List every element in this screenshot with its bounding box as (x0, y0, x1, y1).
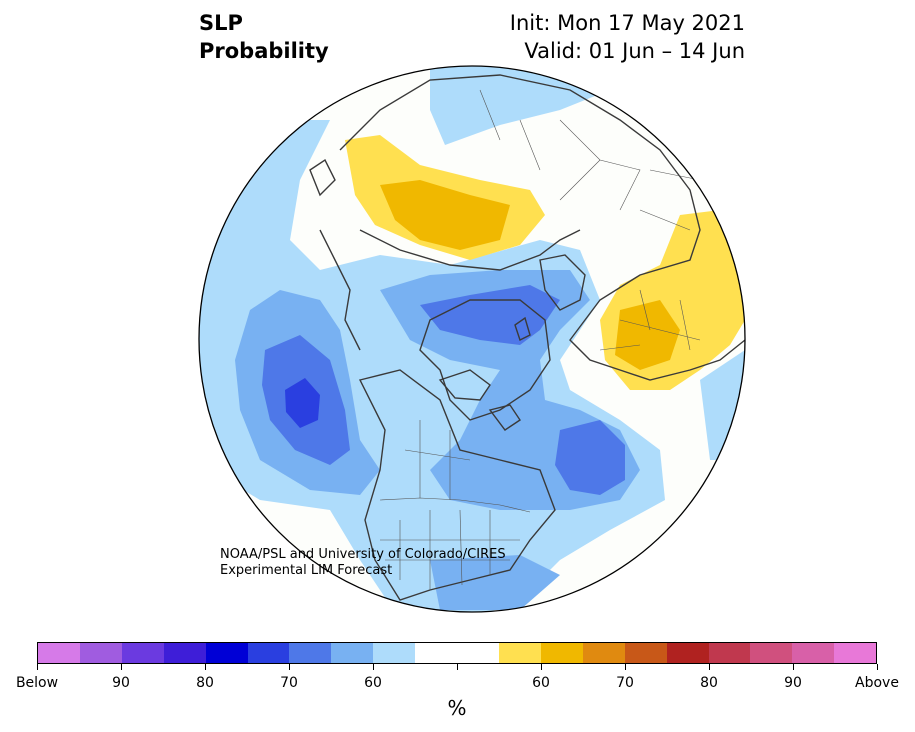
colorbar-swatch (331, 643, 374, 663)
below-60-region-east (700, 340, 745, 460)
map-boundary (198, 65, 746, 613)
colorbar-swatch (163, 643, 206, 663)
colorbar-tick (708, 664, 710, 670)
colorbar-tick (372, 664, 374, 670)
colorbar-swatch (792, 643, 835, 663)
colorbar (37, 642, 877, 664)
us-state-lines (380, 509, 520, 590)
canada-province-lines (404, 420, 471, 500)
arctic-islands (438, 369, 521, 431)
credit-text: NOAA/PSL and University of Colorado/CIRE… (220, 547, 506, 579)
siberia-coast (359, 229, 581, 271)
alaska-coast (319, 229, 361, 351)
eurasia-country-lines (479, 89, 701, 231)
colorbar-swatch (540, 643, 583, 663)
colorbar-tick (36, 664, 38, 670)
colorbar-swatch (121, 643, 164, 663)
colorbar-tick (624, 664, 626, 670)
below-70-80-region-3 (555, 420, 625, 495)
colorbar-tick-label: 90 (112, 675, 130, 691)
valid-range: Valid: 01 Jun – 14 Jun (524, 39, 745, 63)
colorbar-tick (120, 664, 122, 670)
political-borders (379, 89, 701, 590)
colorbar-tick (204, 664, 206, 670)
colorbar-tick (876, 664, 878, 670)
colorbar-swatch (666, 643, 709, 663)
colorbar-swatch (373, 643, 416, 663)
colorbar-swatch (708, 643, 751, 663)
north-america-coast (358, 369, 556, 601)
title-line-1: SLP (199, 11, 243, 35)
colorbar-tick-label: 70 (616, 675, 634, 691)
colorbar-tick (540, 664, 542, 670)
greenland-coast (419, 299, 551, 421)
uk-coast (514, 316, 531, 341)
eurasia-coast (339, 74, 745, 381)
colorbar-tick-label: 60 (532, 675, 550, 691)
colorbar-swatch (582, 643, 625, 663)
colorbar-swatch (38, 643, 80, 663)
colorbar-units: % (447, 696, 467, 720)
colorbar-tick-label: 90 (784, 675, 802, 691)
credit-line-1: NOAA/PSL and University of Colorado/CIRE… (220, 547, 506, 562)
below-80-region (285, 378, 320, 428)
colorbar-tick-label: 70 (280, 675, 298, 691)
scandinavia-coast (539, 254, 586, 311)
colorbar-swatch (415, 643, 458, 663)
coastlines (309, 74, 745, 601)
canada-us-border (379, 497, 531, 513)
colorbar-tick (288, 664, 290, 670)
colorbar-swatch (624, 643, 667, 663)
colorbar-swatch (750, 643, 793, 663)
forecast-dates: Init: Mon 17 May 2021 Valid: 01 Jun – 14… (510, 9, 745, 65)
colorbar-tick-label: Below (15, 675, 59, 691)
colorbar-tick (792, 664, 794, 670)
polar-map (198, 65, 746, 613)
above-65-region-eurasia (380, 180, 510, 250)
probability-shading (199, 66, 745, 612)
colorbar-tick-label: 80 (196, 675, 214, 691)
colorbar-swatch (289, 643, 332, 663)
colorbar-swatch (247, 643, 290, 663)
colorbar-tick-label: 80 (700, 675, 718, 691)
colorbar-tick (456, 664, 458, 670)
japan-coast (309, 158, 336, 197)
title-line-2: Probability (199, 39, 329, 63)
colorbar-swatch (205, 643, 248, 663)
colorbar-swatch (834, 643, 877, 663)
credit-line-2: Experimental LIM Forecast (220, 563, 393, 578)
above-65-region-europe (615, 300, 680, 370)
init-date: Init: Mon 17 May 2021 (509, 11, 745, 35)
colorbar-tick-label: Above (855, 675, 899, 691)
below-60-70-region-3 (430, 555, 560, 610)
colorbar-tick-label: 60 (364, 675, 382, 691)
colorbar-swatch (457, 643, 499, 663)
below-70-80-region-2 (420, 285, 560, 345)
map-title: SLP Probability (199, 9, 329, 65)
colorbar-swatch (79, 643, 122, 663)
europe-country-lines (599, 289, 701, 351)
colorbar-swatch (498, 643, 541, 663)
